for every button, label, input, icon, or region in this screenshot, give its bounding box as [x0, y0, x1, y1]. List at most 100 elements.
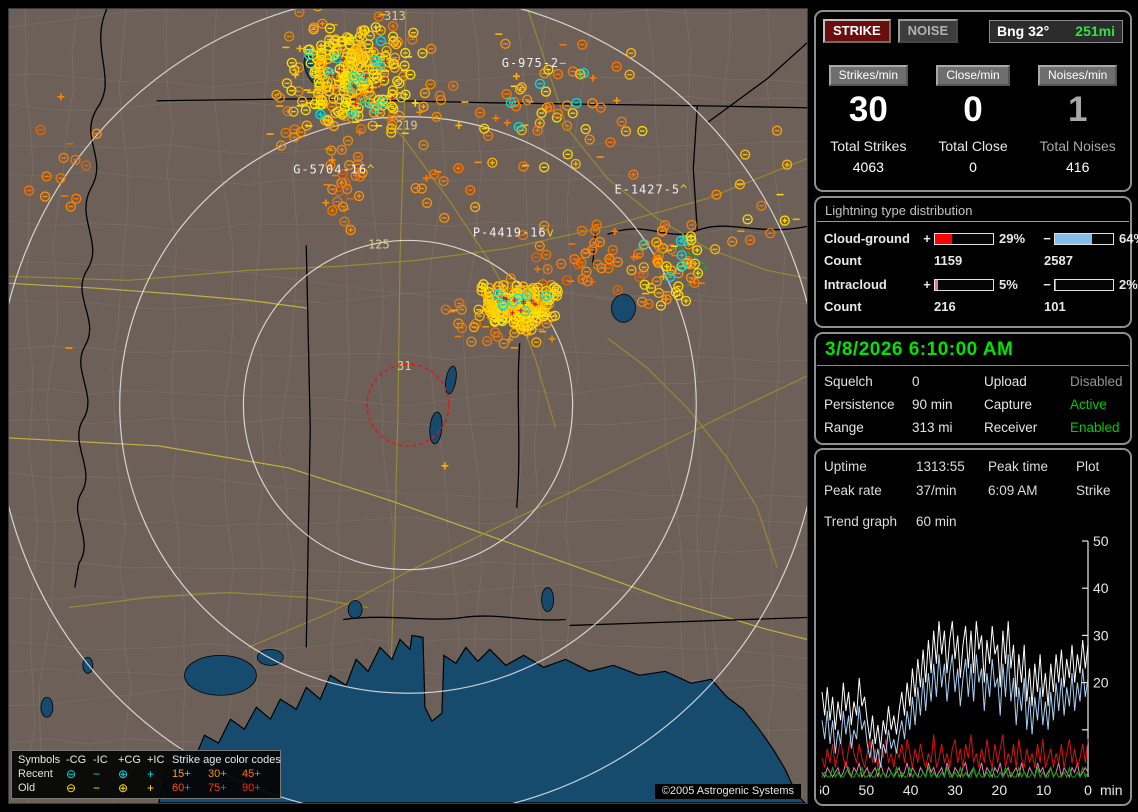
strike-symbol: [744, 235, 756, 246]
trend-graph-window: 60 min: [916, 514, 957, 529]
strike-symbol: [363, 39, 374, 50]
strike-symbol: [592, 259, 603, 270]
strike-symbol: [531, 301, 537, 307]
strike-symbol: [692, 267, 704, 279]
strike-symbol: [651, 237, 662, 248]
strike-symbol: [607, 244, 618, 256]
strike-symbol: [338, 68, 343, 74]
strike-symbol: [489, 327, 501, 338]
strikes-per-min-button[interactable]: Strikes/min: [828, 65, 908, 86]
strike-symbol: [336, 144, 347, 155]
close-column: Close/min 0 Total Close 0: [921, 65, 1026, 175]
strike-symbol: [501, 89, 512, 100]
strike-symbol: [328, 93, 339, 104]
strike-symbol: [391, 38, 402, 50]
strike-symbol: [344, 39, 355, 50]
strike-symbol: [319, 82, 331, 94]
strike-symbol: [590, 225, 601, 236]
lightning-map[interactable]: 313 219 125 31 G-975-2− G-5704-16^ E-1427-5^ P-…: [8, 8, 808, 804]
strike-symbol: [589, 74, 597, 82]
strike-symbol: [517, 229, 529, 241]
noises-rate: 1: [1067, 90, 1088, 129]
legend-col-pic: +IC: [147, 754, 165, 766]
trend-panel: Uptime 1313:55 Peak time Plot Peak rate …: [814, 448, 1132, 806]
strike-symbol: [386, 123, 397, 134]
strike-symbol: [317, 18, 328, 29]
strike-symbol: [353, 97, 358, 103]
distribution-header: Lightning type distribution: [817, 198, 1129, 222]
strike-button[interactable]: STRIKE: [823, 19, 891, 43]
circled-plus-icon: ⊕: [118, 781, 129, 795]
strike-symbol: [684, 259, 695, 270]
noises-per-min-button[interactable]: Noises/min: [1038, 65, 1118, 86]
ic-plus-pct: 5%: [999, 277, 1018, 292]
strike-symbol: [323, 40, 334, 52]
strike-symbol: [293, 86, 304, 97]
strike-symbol: [505, 273, 516, 284]
peak-time-label: Peak time: [988, 459, 1049, 474]
strike-symbol: [673, 281, 684, 292]
strike-symbol: [275, 140, 287, 151]
strike-symbol: [331, 53, 343, 64]
ic-minus-count: 101: [1044, 299, 1066, 314]
strike-symbol: [639, 239, 650, 250]
total-strikes-value: 4063: [852, 159, 884, 175]
age-badge-15: 15+: [172, 768, 191, 780]
strike-symbol: [356, 25, 367, 37]
current-datetime: 3/8/2026 6:10:00 AM: [817, 334, 1129, 366]
uptime-label: Uptime: [824, 459, 867, 474]
strike-symbol: [304, 49, 315, 60]
peak-rate-value: 37/min: [916, 483, 957, 498]
noise-button[interactable]: NOISE: [897, 19, 959, 43]
strike-symbol: [604, 253, 615, 265]
strike-symbol: [552, 69, 564, 80]
strike-symbol: [612, 285, 623, 296]
strike-symbol: [505, 97, 517, 108]
total-noises-label: Total Noises: [1039, 138, 1116, 154]
strike-symbol: [328, 72, 334, 78]
total-strikes-label: Total Strikes: [830, 138, 907, 154]
strike-symbol: [514, 84, 526, 95]
strike-symbol: [375, 35, 387, 47]
strike-symbol: [532, 125, 543, 136]
strike-symbol: [375, 86, 381, 92]
close-per-min-button[interactable]: Close/min: [936, 65, 1010, 86]
strike-symbol: [611, 61, 622, 72]
ring-label: 313: [384, 9, 406, 23]
x-tick-label: 50: [859, 782, 875, 798]
strike-symbol: [510, 310, 515, 316]
count-label: Count: [824, 253, 862, 268]
stats-row: Uptime 1313:55 Peak time Plot: [816, 459, 1130, 474]
total-close-value: 0: [969, 159, 977, 175]
strike-symbol: [628, 169, 639, 180]
strike-symbol: [356, 39, 367, 51]
strike-symbol: [727, 236, 738, 247]
strike-symbol: [368, 47, 376, 55]
strike-symbol: [366, 86, 372, 92]
ring-label: 219: [396, 119, 418, 133]
upload-status: Disabled: [1070, 374, 1123, 389]
y-tick-label: 30: [1093, 627, 1109, 643]
strikes-column: Strikes/min 30 Total Strikes 4063: [816, 65, 921, 175]
strike-symbol: [605, 255, 616, 266]
circled-plus-icon: ⊕: [118, 767, 129, 781]
strike-symbol: [639, 279, 650, 290]
storm-direction-arrow: ^: [367, 163, 375, 177]
strike-symbol: [308, 24, 319, 35]
uptime-value: 1313:55: [916, 459, 965, 474]
strike-symbol: [561, 120, 573, 131]
x-axis-unit: min: [1100, 782, 1123, 798]
persistence-label: Persistence: [824, 397, 895, 412]
x-tick-label: 0: [1084, 782, 1092, 798]
strike-symbol: [370, 22, 381, 33]
map-canvas[interactable]: 313 219 125 31 G-975-2− G-5704-16^ E-1427-5^ P-…: [9, 9, 807, 803]
strike-symbol: [534, 78, 546, 89]
strike-symbol: [633, 248, 644, 259]
strike-symbol: [468, 321, 480, 333]
strike-symbol: [643, 298, 654, 310]
strike-symbol: [284, 31, 295, 42]
storm-direction-arrow: −: [559, 56, 567, 70]
strike-symbol: [342, 135, 354, 146]
strike-symbol: [709, 244, 721, 255]
ic-minus-pct: 2%: [1119, 277, 1138, 292]
